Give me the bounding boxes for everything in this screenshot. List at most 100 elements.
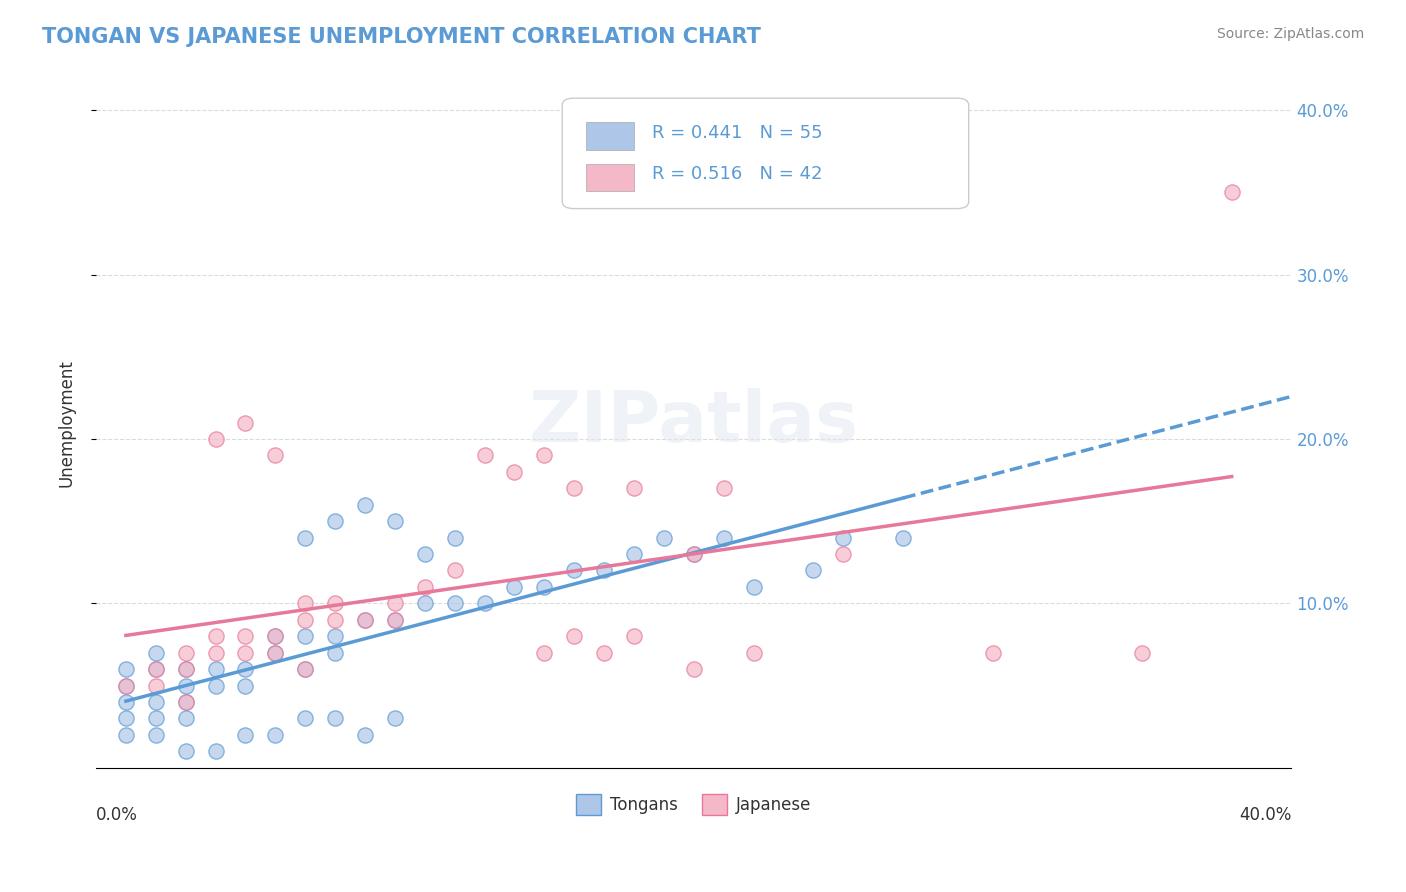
Text: ZIPatlas: ZIPatlas (529, 388, 859, 457)
Point (323, 629, 346, 643)
Point (891, 531, 914, 545)
Point (562, 629, 585, 643)
Point (264, 646, 287, 660)
Text: 0.0%: 0.0% (96, 805, 138, 823)
Point (174, 662, 197, 676)
Point (264, 646, 287, 660)
Point (323, 514, 346, 528)
Point (174, 646, 197, 660)
Point (503, 465, 526, 479)
Point (742, 580, 765, 594)
Point (323, 596, 346, 610)
Point (354, 613, 377, 627)
Text: R = 0.441   N = 55: R = 0.441 N = 55 (652, 124, 823, 142)
Point (623, 629, 645, 643)
Legend: Tongans, Japanese: Tongans, Japanese (569, 788, 818, 822)
Point (145, 662, 167, 676)
Point (413, 596, 436, 610)
Point (801, 564, 824, 578)
Point (623, 481, 645, 495)
Point (145, 679, 167, 693)
Point (1130, 646, 1153, 660)
Point (174, 679, 197, 693)
Point (413, 547, 436, 561)
Point (174, 711, 197, 725)
Point (204, 679, 226, 693)
Point (323, 646, 346, 660)
Point (115, 679, 138, 693)
Point (323, 613, 346, 627)
FancyBboxPatch shape (562, 98, 969, 209)
Point (443, 596, 465, 610)
Point (354, 498, 377, 512)
Point (294, 629, 316, 643)
Point (413, 580, 436, 594)
Point (264, 449, 287, 463)
Point (294, 711, 316, 725)
Point (115, 728, 138, 742)
Point (115, 679, 138, 693)
Point (204, 744, 226, 758)
Point (533, 580, 555, 594)
Point (443, 564, 465, 578)
Point (682, 662, 704, 676)
Point (713, 531, 735, 545)
Point (562, 481, 585, 495)
Point (323, 711, 346, 725)
Point (235, 728, 257, 742)
Point (384, 613, 406, 627)
Point (145, 695, 167, 709)
Point (503, 580, 526, 594)
Point (264, 629, 287, 643)
Point (1220, 186, 1243, 200)
Point (235, 646, 257, 660)
Point (713, 481, 735, 495)
Point (174, 744, 197, 758)
Point (235, 416, 257, 430)
Point (832, 547, 855, 561)
Point (204, 662, 226, 676)
Point (354, 728, 377, 742)
Point (832, 531, 855, 545)
Point (145, 646, 167, 660)
Point (294, 531, 316, 545)
Point (264, 629, 287, 643)
Text: TONGAN VS JAPANESE UNEMPLOYMENT CORRELATION CHART: TONGAN VS JAPANESE UNEMPLOYMENT CORRELAT… (42, 27, 761, 46)
Text: R = 0.516   N = 42: R = 0.516 N = 42 (652, 165, 823, 183)
FancyBboxPatch shape (586, 164, 634, 191)
Point (235, 679, 257, 693)
Point (533, 646, 555, 660)
Point (145, 662, 167, 676)
Point (742, 646, 765, 660)
FancyBboxPatch shape (586, 122, 634, 150)
Point (981, 646, 1004, 660)
Point (384, 596, 406, 610)
Point (443, 531, 465, 545)
Point (145, 711, 167, 725)
Point (115, 662, 138, 676)
Text: 40.0%: 40.0% (1239, 805, 1292, 823)
Point (235, 662, 257, 676)
Point (204, 629, 226, 643)
Point (204, 432, 226, 446)
Point (682, 547, 704, 561)
Point (652, 531, 675, 545)
Point (533, 449, 555, 463)
Point (235, 629, 257, 643)
Point (384, 711, 406, 725)
Point (174, 662, 197, 676)
Point (474, 449, 496, 463)
Point (115, 695, 138, 709)
Point (593, 646, 616, 660)
Point (204, 646, 226, 660)
Text: Source: ZipAtlas.com: Source: ZipAtlas.com (1216, 27, 1364, 41)
Point (174, 695, 197, 709)
Y-axis label: Unemployment: Unemployment (58, 359, 75, 486)
Point (145, 728, 167, 742)
Point (294, 662, 316, 676)
Point (562, 564, 585, 578)
Point (264, 728, 287, 742)
Point (682, 547, 704, 561)
Point (384, 613, 406, 627)
Point (115, 711, 138, 725)
